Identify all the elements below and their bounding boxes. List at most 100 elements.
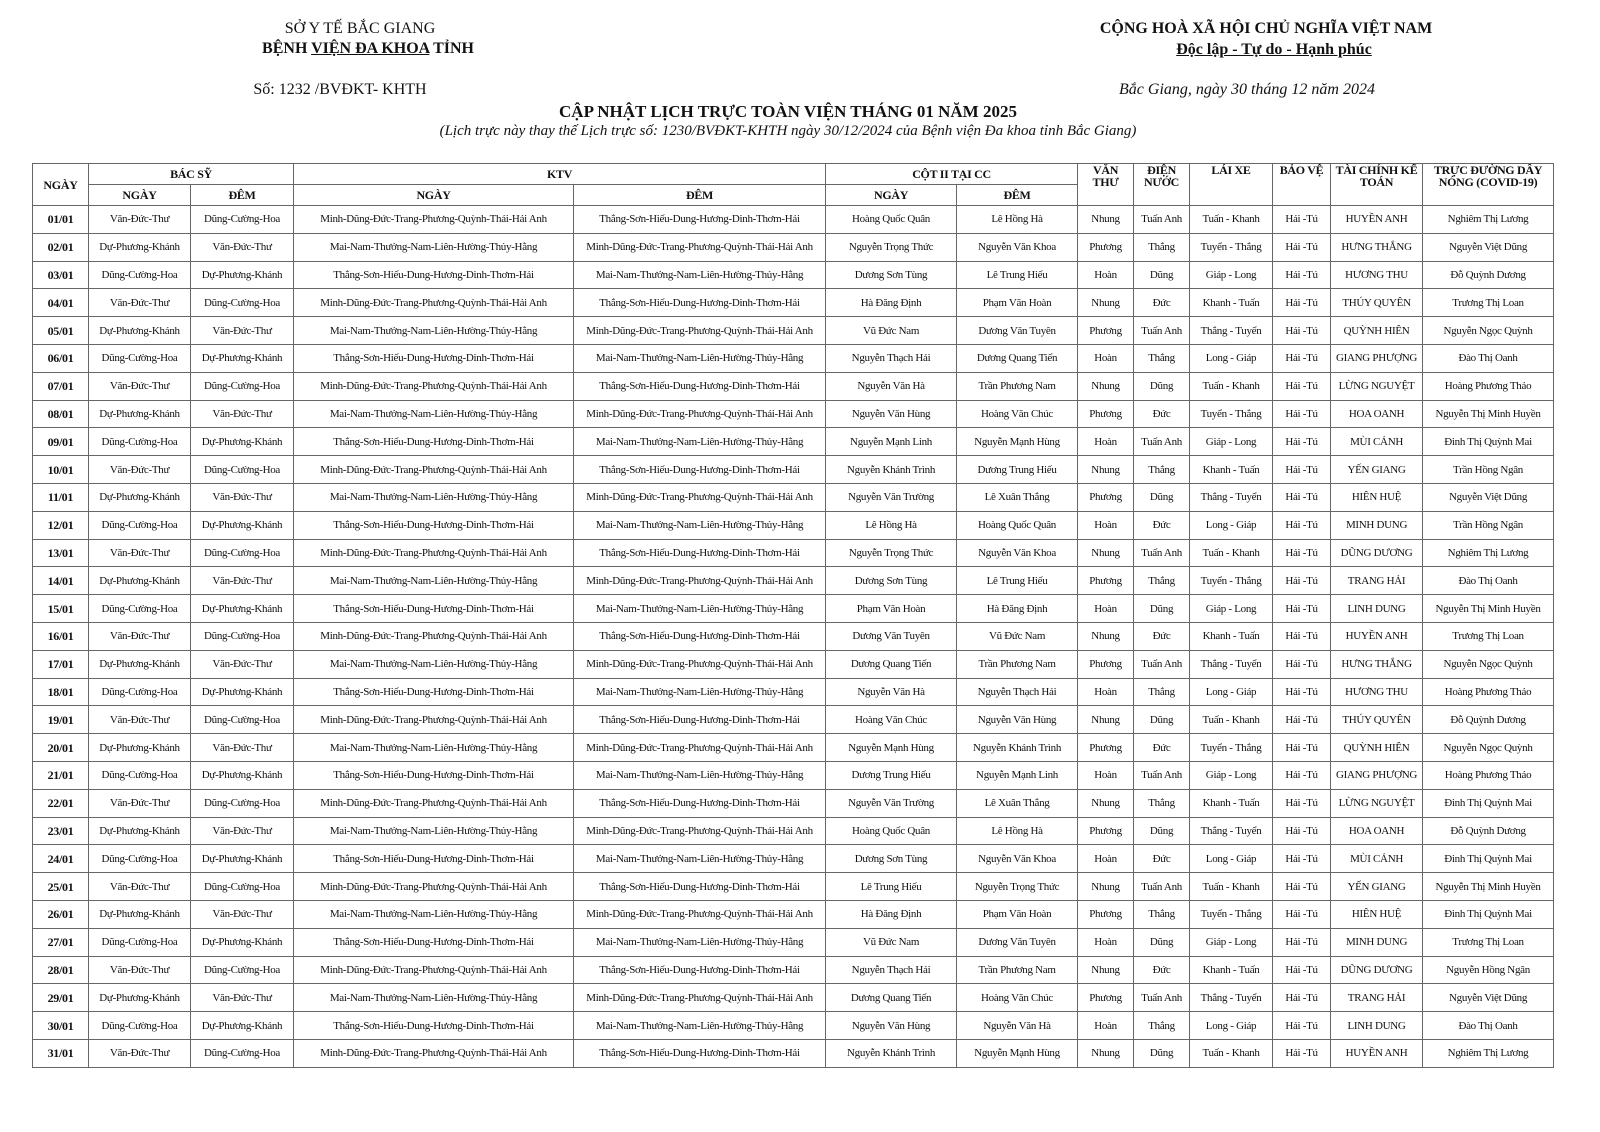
cell-doctor-night: Văn-Đức-Thư xyxy=(189,649,295,679)
table-row: 25/01 Văn-Đức-Thư Dũng-Cường-Hoa Minh-Dũng-… xyxy=(32,872,1555,901)
cell-bao-ve: Hải -Tú xyxy=(1272,399,1332,429)
cell-tai-chinh-ke-toan: HUYỀN ANH xyxy=(1330,205,1424,234)
cell-bao-ve: Hải -Tú xyxy=(1272,455,1332,484)
cell-ktv-night: Mai-Nam-Thưởng-Nam-Liên-Hường-Thủy-Hằng xyxy=(573,1011,827,1040)
cell-doctor-day: Văn-Đức-Thư xyxy=(88,538,191,568)
table-row: 29/01 Dự-Phương-Khánh Văn-Đức-Thư Mai-Nam-T… xyxy=(32,983,1555,1013)
cell-tai-chinh-ke-toan: LỪNG NGUYỆT xyxy=(1330,788,1424,818)
table-row: 17/01 Dự-Phương-Khánh Văn-Đức-Thư Mai-Nam-T… xyxy=(32,649,1555,679)
cell-cot2-day: Dương Sơn Tùng xyxy=(825,260,958,290)
cell-day: 07/01 xyxy=(32,371,89,401)
cell-bao-ve: Hải -Tú xyxy=(1272,955,1332,985)
cell-doctor-night: Dự-Phương-Khánh xyxy=(189,677,295,707)
cell-bao-ve: Hải -Tú xyxy=(1272,927,1332,957)
cell-ktv-night: Mai-Nam-Thưởng-Nam-Liên-Hường-Thủy-Hằng xyxy=(573,343,827,373)
cell-cot2-day: Nguyễn Thạch Hải xyxy=(825,343,958,373)
cell-ktv-day: Mai-Nam-Thưởng-Nam-Liên-Hường-Thủy-Hằng xyxy=(293,316,575,345)
cell-truc-duong-day-nong: Nghiêm Thị Lương xyxy=(1422,1038,1555,1068)
cell-van-thu: Phương xyxy=(1077,899,1135,929)
cell-ktv-night: Thắng-Sơn-Hiếu-Dung-Hương-Dinh-Thơm-Hải xyxy=(573,872,827,901)
header-bs-dem: ĐÊM xyxy=(189,184,295,206)
cell-van-thu: Hoàn xyxy=(1077,844,1135,874)
cell-doctor-night: Dự-Phương-Khánh xyxy=(189,260,295,290)
cell-van-thu: Nhung xyxy=(1077,205,1135,234)
header-cot2-dem: ĐÊM xyxy=(956,184,1079,206)
cell-ktv-day: Minh-Dũng-Đức-Trang-Phương-Quỳnh-Thái-Hả… xyxy=(293,371,575,401)
cell-doctor-night: Dự-Phương-Khánh xyxy=(189,927,295,957)
cell-van-thu: Hoàn xyxy=(1077,760,1135,790)
cell-doctor-day: Văn-Đức-Thư xyxy=(88,288,191,318)
cell-cot2-night: Vũ Đức Nam xyxy=(956,621,1079,651)
cell-van-thu: Phương xyxy=(1077,649,1135,679)
cell-day: 19/01 xyxy=(32,705,89,735)
cell-lai-xe: Tuyển - Thắng xyxy=(1189,899,1274,929)
cell-lai-xe: Thắng - Tuyển xyxy=(1189,649,1274,679)
cell-tai-chinh-ke-toan: LINH DUNG xyxy=(1330,1011,1424,1040)
cell-van-thu: Phương xyxy=(1077,566,1135,596)
cell-ktv-day: Minh-Dũng-Đức-Trang-Phương-Quỳnh-Thái-Hả… xyxy=(293,788,575,818)
hospital-name-underlined: VIỆN ĐA KHOA xyxy=(311,40,430,57)
cell-cot2-day: Nguyễn Văn Hà xyxy=(825,371,958,401)
cell-van-thu: Hoàn xyxy=(1077,677,1135,707)
cell-day: 16/01 xyxy=(32,621,89,651)
cell-doctor-day: Dũng-Cường-Hoa xyxy=(88,927,191,957)
cell-van-thu: Hoàn xyxy=(1077,1011,1135,1040)
cell-ktv-night: Thắng-Sơn-Hiếu-Dung-Hương-Dinh-Thơm-Hải xyxy=(573,455,827,484)
cell-cot2-day: Nguyễn Thạch Hải xyxy=(825,955,958,985)
cell-van-thu: Hoàn xyxy=(1077,927,1135,957)
cell-dien-nuoc: Dũng xyxy=(1133,927,1191,957)
table-row: 02/01 Dự-Phương-Khánh Văn-Đức-Thư Mai-Nam-T… xyxy=(32,232,1555,262)
cell-bao-ve: Hải -Tú xyxy=(1272,427,1332,457)
cell-lai-xe: Tuấn - Khanh xyxy=(1189,1038,1274,1068)
cell-dien-nuoc: Đức xyxy=(1133,955,1191,985)
cell-ktv-day: Mai-Nam-Thưởng-Nam-Liên-Hường-Thủy-Hằng xyxy=(293,399,575,429)
cell-doctor-day: Dự-Phương-Khánh xyxy=(88,816,191,846)
cell-ktv-night: Minh-Dũng-Đức-Trang-Phương-Quỳnh-Thái-Hả… xyxy=(573,316,827,345)
cell-dien-nuoc: Tuấn Anh xyxy=(1133,649,1191,679)
cell-day: 28/01 xyxy=(32,955,89,985)
cell-cot2-day: Nguyễn Khánh Trình xyxy=(825,1038,958,1068)
cell-dien-nuoc: Tuấn Anh xyxy=(1133,983,1191,1013)
cell-ktv-day: Minh-Dũng-Đức-Trang-Phương-Quỳnh-Thái-Hả… xyxy=(293,205,575,234)
cell-ktv-night: Thắng-Sơn-Hiếu-Dung-Hương-Dinh-Thơm-Hải xyxy=(573,955,827,985)
cell-tai-chinh-ke-toan: THÚY QUYÊN xyxy=(1330,705,1424,735)
cell-cot2-night: Dương Văn Tuyên xyxy=(956,316,1079,345)
cell-ktv-night: Mai-Nam-Thưởng-Nam-Liên-Hường-Thủy-Hằng xyxy=(573,594,827,623)
cell-bao-ve: Hải -Tú xyxy=(1272,538,1332,568)
cell-cot2-night: Nguyễn Văn Khoa xyxy=(956,232,1079,262)
cell-day: 12/01 xyxy=(32,510,89,540)
cell-cot2-day: Nguyễn Khánh Trình xyxy=(825,455,958,484)
cell-cot2-night: Nguyễn Thạch Hải xyxy=(956,677,1079,707)
cell-van-thu: Nhung xyxy=(1077,455,1135,484)
cell-ktv-day: Minh-Dũng-Đức-Trang-Phương-Quỳnh-Thái-Hả… xyxy=(293,455,575,484)
cell-van-thu: Phương xyxy=(1077,816,1135,846)
cell-dien-nuoc: Tuấn Anh xyxy=(1133,760,1191,790)
cell-lai-xe: Thắng - Tuyển xyxy=(1189,983,1274,1013)
cell-cot2-day: Hoàng Quốc Quân xyxy=(825,816,958,846)
cell-cot2-day: Vũ Đức Nam xyxy=(825,927,958,957)
cell-day: 21/01 xyxy=(32,760,89,790)
cell-cot2-night: Trần Phương Nam xyxy=(956,649,1079,679)
header-dien-nuoc: ĐIỆN NƯỚC xyxy=(1133,163,1191,206)
cell-cot2-night: Nguyễn Mạnh Linh xyxy=(956,760,1079,790)
cell-dien-nuoc: Thắng xyxy=(1133,455,1191,484)
cell-van-thu: Nhung xyxy=(1077,788,1135,818)
cell-ktv-day: Mai-Nam-Thưởng-Nam-Liên-Hường-Thủy-Hằng xyxy=(293,482,575,512)
cell-day: 15/01 xyxy=(32,594,89,623)
cell-cot2-night: Nguyễn Trọng Thức xyxy=(956,872,1079,901)
cell-ktv-night: Thắng-Sơn-Hiếu-Dung-Hương-Dinh-Thơm-Hải xyxy=(573,288,827,318)
cell-tai-chinh-ke-toan: HUYỀN ANH xyxy=(1330,621,1424,651)
cell-cot2-night: Phạm Văn Hoàn xyxy=(956,288,1079,318)
cell-cot2-day: Nguyễn Văn Hùng xyxy=(825,1011,958,1040)
cell-lai-xe: Thắng - Tuyển xyxy=(1189,816,1274,846)
cell-dien-nuoc: Tuấn Anh xyxy=(1133,872,1191,901)
cell-lai-xe: Long - Giáp xyxy=(1189,510,1274,540)
cell-lai-xe: Long - Giáp xyxy=(1189,844,1274,874)
cell-bao-ve: Hải -Tú xyxy=(1272,1038,1332,1068)
table-row: 08/01 Dự-Phương-Khánh Văn-Đức-Thư Mai-Nam-T… xyxy=(32,399,1555,429)
cell-cot2-night: Lê Trung Hiếu xyxy=(956,566,1079,596)
table-row: 01/01 Văn-Đức-Thư Dũng-Cường-Hoa Minh-Dũng-… xyxy=(32,205,1555,234)
cell-doctor-night: Dũng-Cường-Hoa xyxy=(189,205,295,234)
cell-doctor-night: Dự-Phương-Khánh xyxy=(189,343,295,373)
cell-bao-ve: Hải -Tú xyxy=(1272,371,1332,401)
